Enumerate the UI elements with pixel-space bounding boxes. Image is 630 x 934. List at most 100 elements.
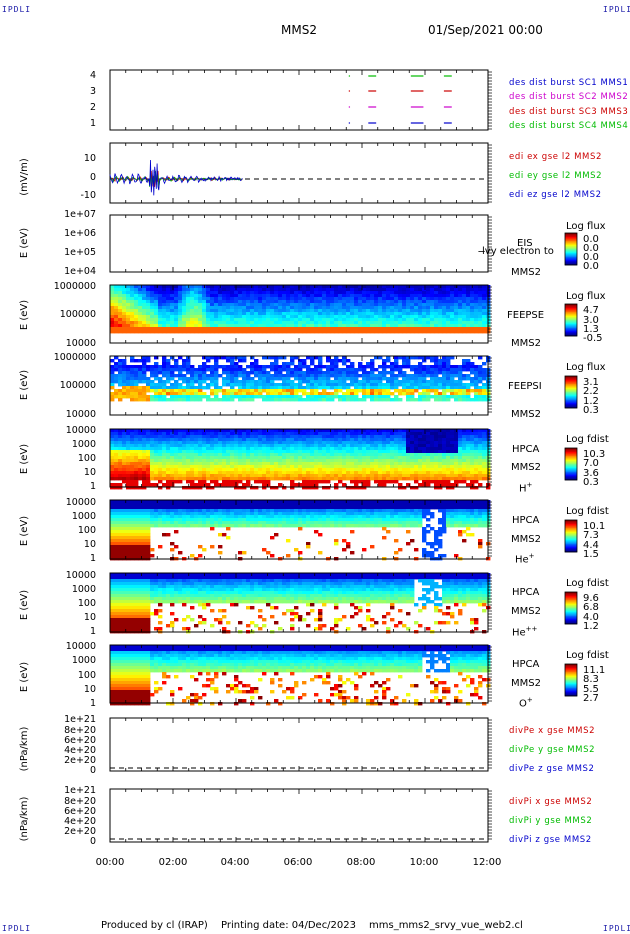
p5-spectrogram-cell [422, 395, 427, 399]
p4-spectrogram-cell [206, 330, 211, 334]
p5-spectrogram-cell [202, 392, 207, 396]
p4-spectrogram-cell [362, 288, 367, 292]
p7-spectrogram-cell [130, 500, 135, 504]
p6-spectrogram-cell [374, 462, 379, 466]
p4-spectrogram-cell [482, 315, 487, 319]
p4-spectrogram-cell [478, 312, 483, 316]
p4-spectrogram-cell [342, 285, 347, 289]
p4-spectrogram-cell [394, 309, 399, 313]
p4-spectrogram-cell [222, 327, 227, 331]
p6-spectrogram-cell [270, 429, 275, 433]
p6-spectrogram-cell [230, 429, 235, 433]
p6-spectrogram-cell [394, 456, 399, 460]
p4-spectrogram-cell [370, 288, 375, 292]
p6-spectrogram-cell [266, 480, 271, 484]
p6-spectrogram-cell [378, 474, 383, 478]
p6-spectrogram-cell [302, 456, 307, 460]
p4-spectrogram-cell [434, 318, 439, 322]
p5-spectrogram-cell [418, 362, 423, 366]
p6-spectrogram-cell [318, 435, 323, 439]
p6-spectrogram-cell [382, 444, 387, 448]
p6-spectrogram-cell [446, 432, 451, 436]
p7-spectrogram-cell [482, 500, 487, 504]
p6-spectrogram-cell [134, 471, 139, 475]
p4-spectrogram-cell [462, 291, 467, 295]
p7-spectrogram-cell [290, 500, 295, 504]
p6-spectrogram-cell [378, 462, 383, 466]
p6-spectrogram-cell [322, 468, 327, 472]
p6-spectrogram-cell [446, 465, 451, 469]
p4-spectrogram-cell [430, 327, 435, 331]
p4-spectrogram-cell [238, 300, 243, 304]
p4-spectrogram-cell [454, 318, 459, 322]
p5-spectrogram-cell [130, 386, 135, 390]
p4-spectrogram-cell [370, 294, 375, 298]
p4-spectrogram-cell [262, 285, 267, 289]
p4-spectrogram-cell [210, 324, 215, 328]
p6-spectrogram-cell [414, 477, 419, 481]
p5-spectrogram-cell [310, 395, 315, 399]
p5-spectrogram-cell [450, 374, 455, 378]
p4-spectrogram-cell [166, 330, 171, 334]
p6-spectrogram-cell [442, 462, 447, 466]
p5-spectrogram-cell [162, 392, 167, 396]
p6-spectrogram-cell [406, 441, 411, 445]
p7-spectrogram-cell [266, 509, 271, 513]
p7-spectrogram-cell [446, 509, 451, 513]
p5-spectrogram-cell [310, 356, 315, 360]
p4-spectrogram-cell [154, 300, 159, 304]
p4-spectrogram-cell [454, 291, 459, 295]
p6-spectrogram-cell [454, 453, 459, 457]
p5-spectrogram-cell [478, 380, 483, 384]
p7-spectrogram-cell [250, 503, 255, 507]
p6-spectrogram-cell [238, 468, 243, 472]
p5-spectrogram-cell [298, 377, 303, 381]
p4-spectrogram-cell [374, 288, 379, 292]
p5-spectrogram-cell [250, 386, 255, 390]
p6-spectrogram-cell [330, 453, 335, 457]
p4-spectrogram-cell [306, 309, 311, 313]
p7-spectrogram-cell [286, 506, 291, 510]
p6-spectrogram-cell [198, 474, 203, 478]
p5-spectrogram-cell [138, 368, 143, 372]
p7-spectrogram-cell [414, 503, 419, 507]
p6-spectrogram-cell [346, 465, 351, 469]
p6-spectrogram-cell [258, 474, 263, 478]
p7-spectrogram-cell [274, 509, 279, 513]
p7-spectrogram-cell [358, 503, 363, 507]
p6-spectrogram-cell [182, 432, 187, 436]
p6-spectrogram-cell [122, 438, 127, 442]
p4-spectrogram-cell [466, 315, 471, 319]
p4-spectrogram-cell [190, 297, 195, 301]
p6-spectrogram-cell [442, 429, 447, 433]
p6-spectrogram-cell [458, 477, 463, 481]
p6-spectrogram-cell [246, 456, 251, 460]
p5-spectrogram-cell [290, 395, 295, 399]
p4-spectrogram-cell [166, 285, 171, 289]
p6-spectrogram-cell [178, 474, 183, 478]
p6-spectrogram-cell [230, 462, 235, 466]
p6-spectrogram-cell [338, 456, 343, 460]
p4-spectrogram-cell [242, 306, 247, 310]
p4-spectrogram-cell [230, 288, 235, 292]
p5-spectrogram-cell [266, 392, 271, 396]
p5-spectrogram-cell [334, 371, 339, 375]
p5-spectrogram-cell [110, 386, 115, 390]
p5-spectrogram-cell [110, 365, 115, 369]
p7-spectrogram-cell [134, 506, 139, 510]
p4-spectrogram-cell [206, 291, 211, 295]
p5-spectrogram-cell [318, 371, 323, 375]
p5-spectrogram-cell [154, 365, 159, 369]
p7-spectrogram-cell [266, 503, 271, 507]
p6-spectrogram-cell [166, 438, 171, 442]
p7-spectrogram-cell [286, 509, 291, 513]
p4-spectrogram-cell [126, 300, 131, 304]
p6-spectrogram-cell [422, 444, 427, 448]
p7-spectrogram-cell [198, 500, 203, 504]
p4-spectrogram-cell [402, 318, 407, 322]
p4-spectrogram-cell [350, 330, 355, 334]
p5-spectrogram-cell [330, 365, 335, 369]
p4-spectrogram-cell [458, 297, 463, 301]
p7-spectrogram-cell [118, 500, 123, 504]
p5-spectrogram-cell [214, 386, 219, 390]
